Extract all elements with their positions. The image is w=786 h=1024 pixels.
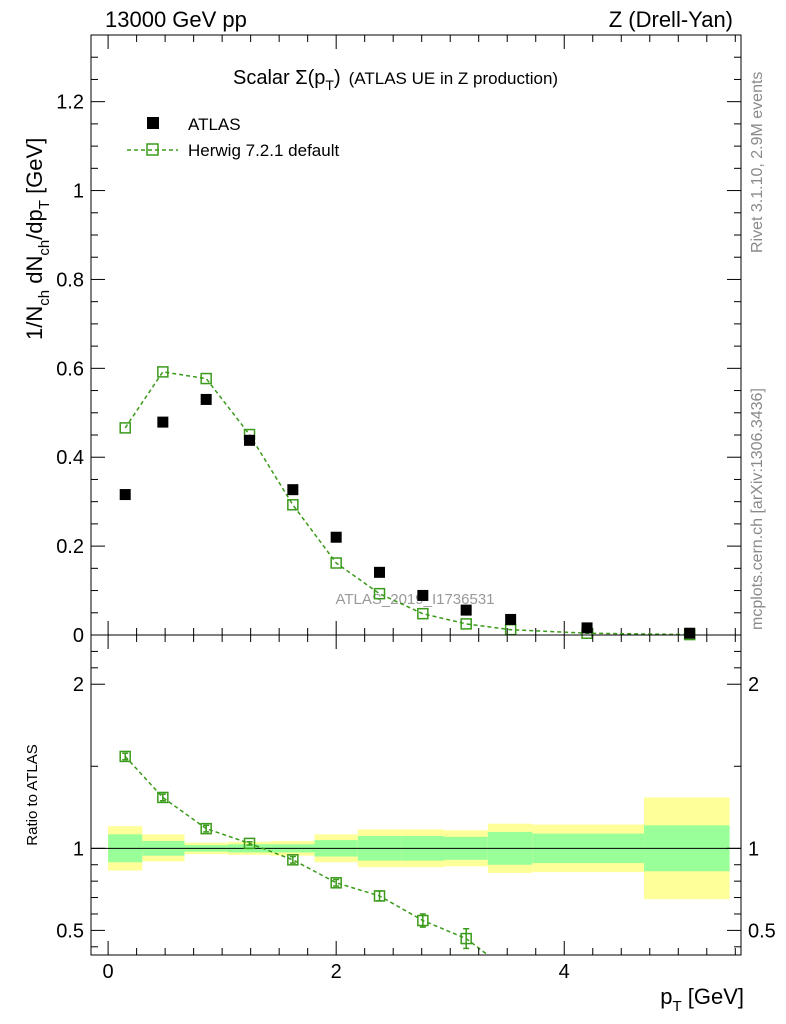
xlabel-a-sub: T <box>672 998 681 1015</box>
ylabel-d: [GeV] <box>22 138 47 200</box>
main-panel: 00.20.40.60.811.2 Scalar Σ(pT) (ATLAS UE … <box>22 34 742 647</box>
ratio-y-tick-label: 2 <box>73 674 84 696</box>
herwig-point <box>373 587 386 600</box>
atlas-point <box>581 622 593 634</box>
title-rest: (ATLAS UE in Z production) <box>349 69 558 88</box>
herwig-point <box>460 618 472 630</box>
ratio-data-layer <box>119 750 489 956</box>
ratio-y-tick-label: 0.5 <box>56 920 84 942</box>
herwig-point <box>119 422 131 434</box>
atlas-point <box>417 589 429 601</box>
ratio-y-tick-label: 1 <box>73 838 84 860</box>
x-tick-label: 2 <box>331 961 342 983</box>
ratio-point <box>287 854 299 866</box>
source-info-label: mcplots.cern.ch [arXiv:1306.3436] <box>749 388 766 630</box>
main-y-tick-labels: 0 0.2 0.4 0.6 0.8 1 1.2 <box>56 92 84 647</box>
ratio-y-axis-label: Ratio to ATLAS <box>24 744 41 845</box>
plot-title: Scalar Σ(pT) (ATLAS UE in Z production) <box>233 67 558 93</box>
ratio-point <box>373 890 386 902</box>
ylabel-a: 1/N <box>22 306 47 340</box>
rivet-info-label: Rivet 3.1.10, 2.9M events <box>749 72 766 253</box>
ratio-point <box>157 791 169 804</box>
ylabel-c: /dp <box>22 209 47 240</box>
main-y-tick-label: 0.4 <box>56 447 84 469</box>
atlas-point <box>460 604 472 616</box>
main-data-layer <box>119 366 696 641</box>
ylabel-c-sub: T <box>36 200 53 209</box>
ratio-point <box>417 914 429 927</box>
main-y-tick-label: 0.6 <box>56 358 84 380</box>
ratio-y-tick-label-right: 0.5 <box>748 920 776 942</box>
main-y-tick-label: 1.2 <box>56 92 84 114</box>
main-y-tick-label: 0.8 <box>56 269 84 291</box>
ylabel-b: dN <box>22 256 47 290</box>
legend-herwig-label: Herwig 7.2.1 default <box>188 141 339 160</box>
ratio-x-tick-labels: 0 2 4 <box>103 961 570 983</box>
atlas-point <box>330 531 342 543</box>
ratio-y-tick-label-right: 2 <box>748 674 759 696</box>
header-energy-label: 13000 GeV pp <box>105 7 247 32</box>
ratio-panel: 0.5 0.5 1 1 2 2 0 2 4 Ratio to ATLAS pT [GeV] <box>24 634 776 1015</box>
main-y-tick-label: 0.2 <box>56 536 84 558</box>
herwig-point <box>157 366 169 378</box>
atlas-point <box>200 393 212 405</box>
ratio-point <box>243 837 256 850</box>
xlabel-b: [GeV] <box>682 984 744 1009</box>
atlas-point <box>119 489 131 501</box>
ratio-point <box>330 877 342 889</box>
title-sigma: Σ(p <box>295 67 325 89</box>
herwig-curve <box>124 371 690 636</box>
main-y-axis-label: 1/Nch dNch/dpT [GeV] <box>22 138 53 340</box>
title-main: Scalar <box>233 67 295 89</box>
ratio-axis-ticks <box>91 635 741 955</box>
x-axis-label: pT [GeV] <box>660 984 744 1015</box>
legend-atlas-label: ATLAS <box>188 115 241 134</box>
title-close: ) <box>334 67 341 89</box>
ratio-y-tick-labels: 0.5 0.5 1 1 2 2 <box>56 674 776 942</box>
atlas-point <box>505 613 517 625</box>
ratio-point <box>460 932 472 945</box>
title-sub-t: T <box>325 77 334 93</box>
herwig-point <box>200 372 212 385</box>
ratio-y-tick-label-right: 1 <box>748 838 759 860</box>
main-y-tick-label: 1 <box>73 181 84 203</box>
ylabel-a-sub: ch <box>36 290 53 306</box>
ratio-point <box>119 750 131 763</box>
ratio-curve <box>124 755 489 956</box>
main-y-tick-label: 0 <box>73 625 84 647</box>
legend-atlas-marker <box>147 117 159 129</box>
atlas-point <box>684 627 696 639</box>
header-process-label: Z (Drell-Yan) <box>609 7 733 32</box>
ratio-frame <box>90 634 742 956</box>
herwig-point <box>417 607 429 620</box>
atlas-point <box>157 416 169 428</box>
herwig-point <box>330 557 342 569</box>
ratio-point <box>200 822 212 835</box>
herwig-point <box>287 499 299 511</box>
main-axis-ticks <box>91 35 741 636</box>
atlas-point <box>287 484 299 496</box>
legend: ATLAS Herwig 7.2.1 default <box>127 115 339 160</box>
x-tick-label: 4 <box>559 961 570 983</box>
x-tick-label: 0 <box>103 961 114 983</box>
atlas-point <box>244 434 256 446</box>
ylabel-b-sub: ch <box>36 240 53 256</box>
atlas-point <box>374 566 386 578</box>
legend-herwig-marker <box>146 143 159 156</box>
xlabel-a: p <box>660 984 672 1009</box>
